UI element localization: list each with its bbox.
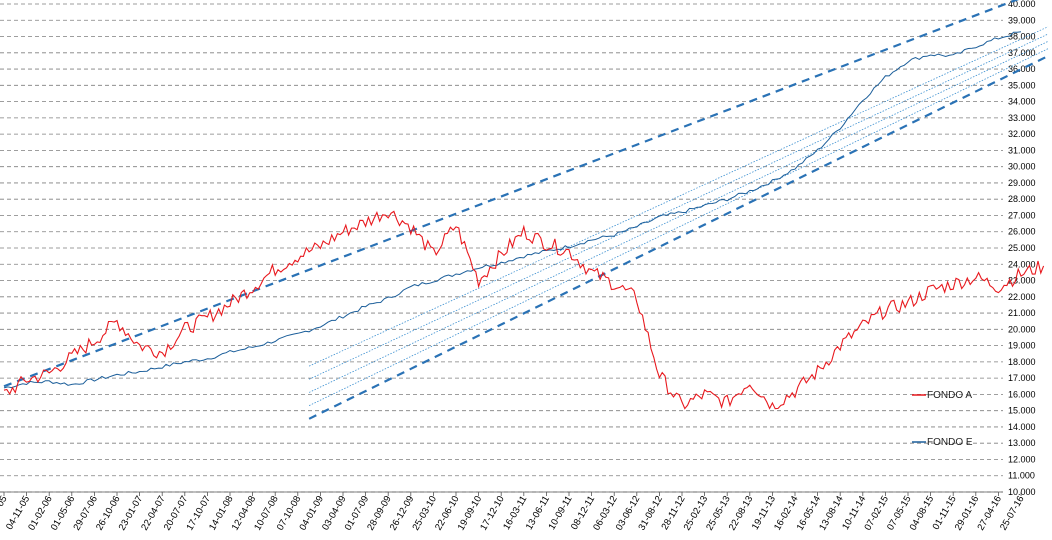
trend-line-inner bbox=[308, 48, 1049, 406]
y-tick-label: 10.000 bbox=[1008, 487, 1036, 497]
y-tick-label: 18.000 bbox=[1008, 357, 1036, 367]
series-fondo-a bbox=[3, 210, 1045, 410]
grid bbox=[0, 3, 1003, 493]
trend-line-inner bbox=[308, 26, 1049, 367]
y-tick-label: 31.000 bbox=[1008, 145, 1036, 155]
x-axis: 07-08-0504-11-0501-02-0601-05-0629-07-06… bbox=[0, 491, 1027, 532]
y-tick-label: 23.000 bbox=[1008, 276, 1036, 286]
y-tick-label: 33.000 bbox=[1008, 113, 1036, 123]
y-tick-label: 35.000 bbox=[1008, 80, 1036, 90]
y-tick-label: 40.000 bbox=[1008, 0, 1036, 9]
y-tick-label: 27.000 bbox=[1008, 210, 1036, 220]
y-tick-label: 22.000 bbox=[1008, 292, 1036, 302]
trend-line-inner bbox=[308, 33, 1049, 380]
y-tick-label: 39.000 bbox=[1008, 15, 1036, 25]
y-tick-label: 19.000 bbox=[1008, 341, 1036, 351]
y-tick-label: 28.000 bbox=[1008, 194, 1036, 204]
y-tick-label: 38.000 bbox=[1008, 32, 1036, 42]
y-tick-label: 32.000 bbox=[1008, 129, 1036, 139]
trend-line-lower bbox=[308, 55, 1049, 420]
legend-label-fondo-e: FONDO E bbox=[927, 437, 973, 448]
y-tick-label: 15.000 bbox=[1008, 406, 1036, 416]
y-axis: 10.000 11.000 12.000 13.000 14.000 15.000 16.0… bbox=[1008, 0, 1036, 497]
trend-line-upper bbox=[3, 0, 1019, 388]
y-tick-label: 12.000 bbox=[1008, 454, 1036, 464]
y-tick-label: 26.000 bbox=[1008, 227, 1036, 237]
y-tick-label: 13.000 bbox=[1008, 438, 1036, 448]
legend: FONDO A FONDO E bbox=[912, 390, 973, 448]
series-fondo-e bbox=[3, 31, 1022, 389]
y-tick-label: 37.000 bbox=[1008, 48, 1036, 58]
y-tick-label: 20.000 bbox=[1008, 324, 1036, 334]
series-lines bbox=[3, 31, 1045, 410]
y-tick-label: 25.000 bbox=[1008, 243, 1036, 253]
trend-line-inner bbox=[308, 41, 1049, 393]
y-tick-label: 16.000 bbox=[1008, 389, 1036, 399]
y-tick-label: 17.000 bbox=[1008, 373, 1036, 383]
trend-channel bbox=[3, 0, 1049, 420]
y-tick-label: 21.000 bbox=[1008, 308, 1036, 318]
legend-label-fondo-a: FONDO A bbox=[927, 390, 972, 401]
y-tick-label: 11.000 bbox=[1008, 471, 1035, 481]
y-tick-label: 30.000 bbox=[1008, 162, 1036, 172]
y-tick-label: 29.000 bbox=[1008, 178, 1036, 188]
y-tick-label: 14.000 bbox=[1008, 422, 1036, 432]
y-tick-label: 34.000 bbox=[1008, 97, 1036, 107]
y-tick-label: 36.000 bbox=[1008, 64, 1036, 74]
y-tick-label: 24.000 bbox=[1008, 259, 1036, 269]
